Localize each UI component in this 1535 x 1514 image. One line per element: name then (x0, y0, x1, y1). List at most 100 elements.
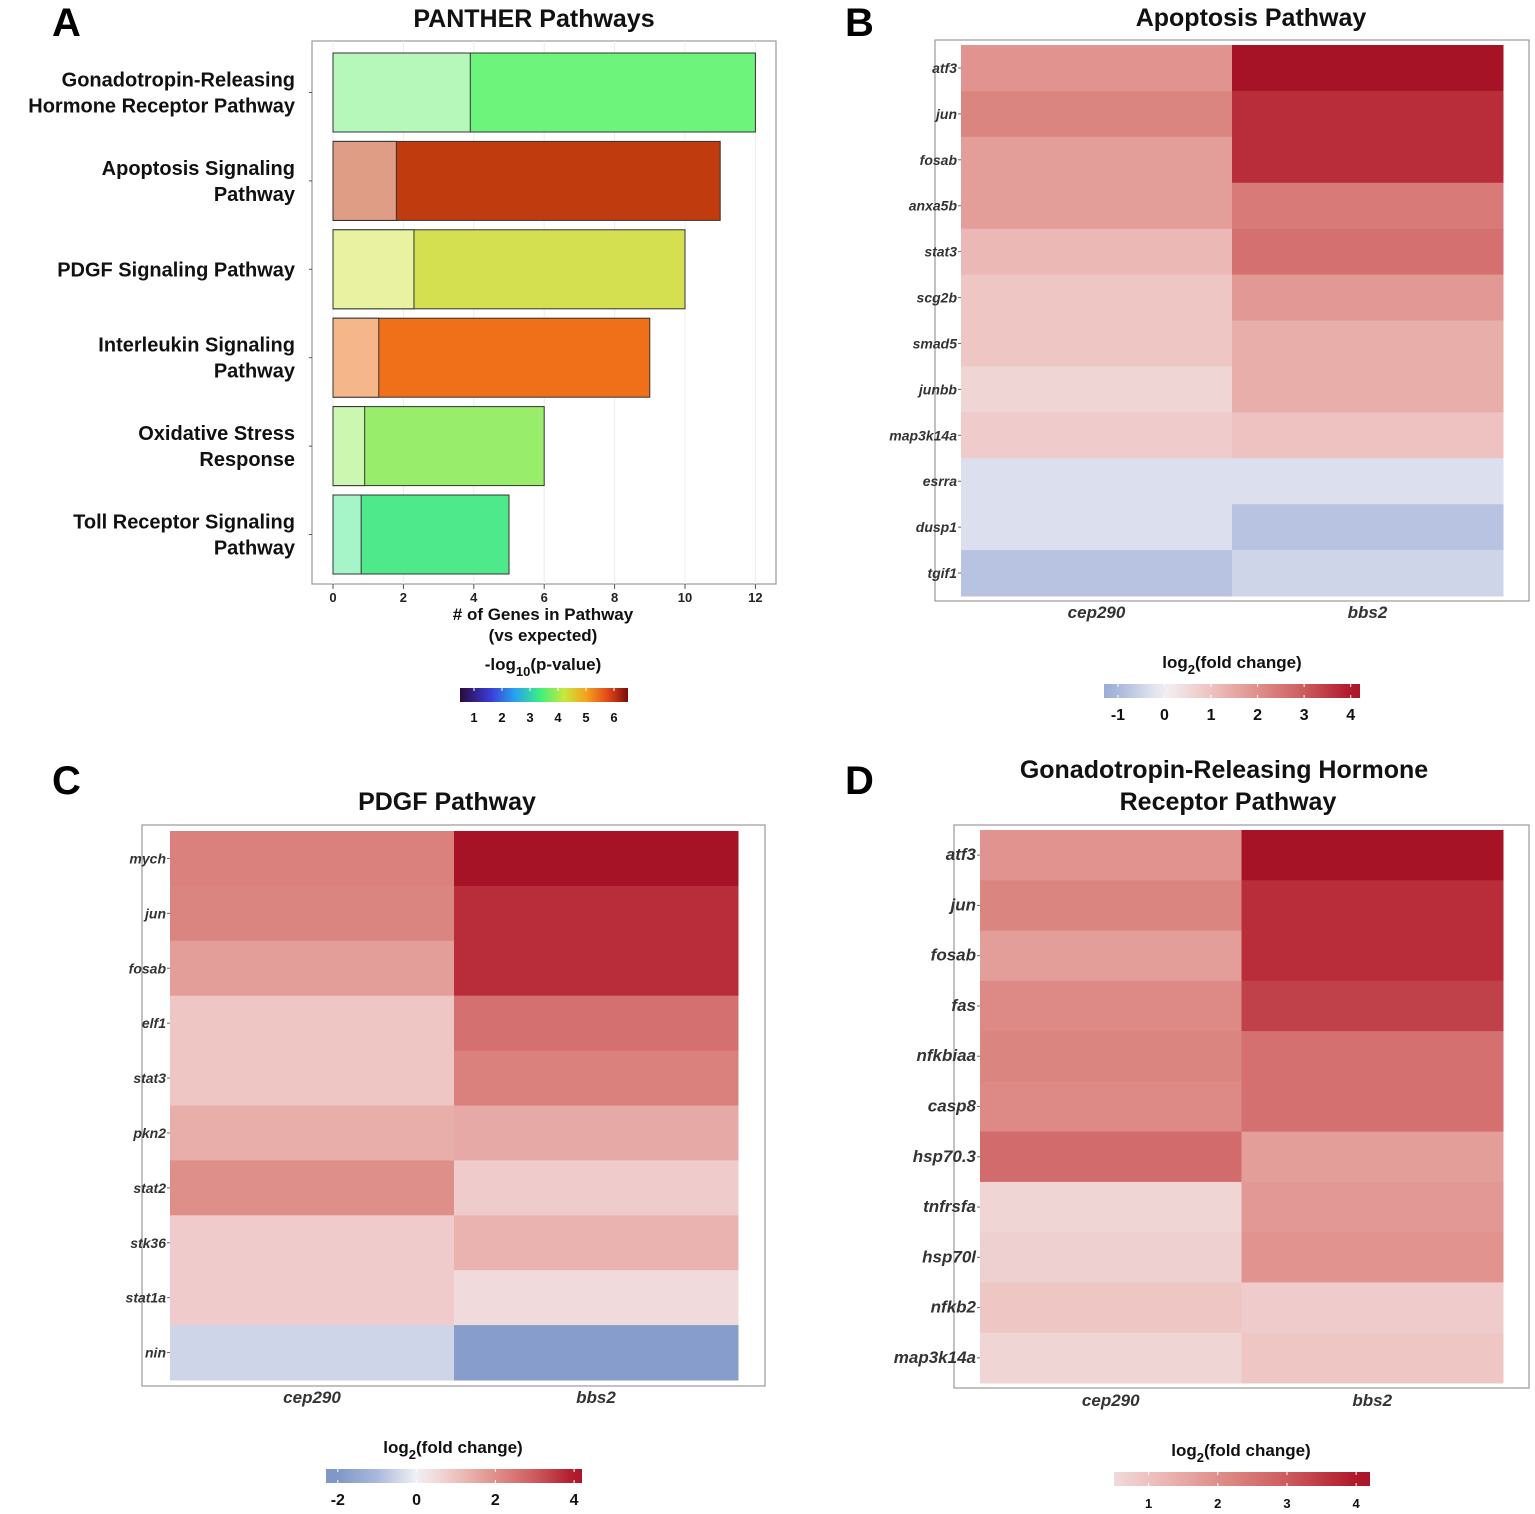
panel-b-cell (961, 458, 1233, 505)
panel-b-row-label: map3k14a (889, 427, 957, 443)
panel-b-cell (1232, 412, 1504, 459)
panel-b-letter: B (845, 1, 874, 45)
panel-b-colorbar-tick-label: 1 (1207, 707, 1216, 724)
panel-a-xlabel-line1: # of Genes in Pathway (453, 605, 634, 624)
panel-c-cell (170, 885, 455, 942)
panel-a-category-label: Hormone Receptor Pathway (28, 96, 296, 118)
panel-d-row-label: map3k14a (894, 1348, 976, 1367)
panel-d-row-label: atf3 (946, 845, 977, 864)
panel-c-heatmap-cells (170, 831, 739, 1381)
panel-b-legend-title-prefix: log (1162, 653, 1188, 672)
panel-c-row-label: fosab (129, 960, 167, 976)
panel-d-column-labels: cep290 bbs2 (1082, 1391, 1393, 1410)
panel-b-cell (1232, 136, 1504, 184)
panel-d-cell (1241, 830, 1504, 881)
panel-d-legend-title-sub: 2 (1197, 1450, 1204, 1465)
panel-b-cell (1232, 504, 1504, 551)
panel-b-colorbar-tick-label: 3 (1300, 707, 1309, 724)
panel-a-category-label: Toll Receptor Signaling (73, 512, 295, 534)
panel-a-bar-observed (332, 494, 510, 575)
panel-c-column-labels: cep290 bbs2 (283, 1388, 616, 1407)
panel-d-cell (1241, 1332, 1504, 1384)
panel-a-colorbar-ticks: 1 2 3 4 5 6 (470, 688, 618, 725)
panel-c-colorbar-tick-label: -2 (331, 1492, 345, 1509)
panel-d-cell (1241, 1081, 1504, 1133)
panel-c-colorbar-tick-label: 4 (570, 1492, 579, 1509)
panel-a-colorbar-tick-label: 1 (470, 710, 477, 725)
panel-a-category-label: PDGF Signaling Pathway (57, 259, 296, 281)
panel-a-colorbar (460, 688, 628, 702)
panel-b-row-label: jun (934, 106, 957, 122)
panel-a-x-tick-label: 10 (678, 590, 692, 605)
panel-b-colorbar-gradient (1104, 684, 1360, 698)
panel-d-column-label: cep290 (1082, 1391, 1140, 1410)
panel-c-cell (170, 831, 455, 887)
panel-d-row-label: nfkbiaa (916, 1046, 976, 1065)
panel-d-heatmap-cells (980, 830, 1504, 1384)
panel-d-row-label: fas (951, 996, 976, 1015)
panel-d-cell (1241, 1282, 1504, 1334)
panel-a-x-tick-label: 4 (470, 590, 478, 605)
panel-a-bar-expected (332, 140, 397, 221)
panel-c-cell (454, 1160, 739, 1216)
panel-a-bar-expected (332, 52, 471, 133)
panel-b-cell (1232, 90, 1504, 138)
panel-c-colorbar-tick-label: 0 (412, 1492, 421, 1509)
panel-b-cell (1232, 182, 1504, 230)
panel-a-colorbar-tick-label: 4 (554, 710, 562, 725)
panel-b-row-label: anxa5b (909, 198, 958, 214)
panel-d-cell (1241, 880, 1504, 932)
panel-d-legend-title-prefix: log (1171, 1441, 1197, 1460)
panel-b-cell (961, 182, 1233, 230)
panel-d-cell (1241, 980, 1504, 1032)
panel-d-title-line2: Receptor Pathway (1120, 788, 1337, 816)
panel-a-bars (332, 52, 756, 575)
panel-b-row-label: scg2b (917, 290, 958, 306)
panel-a-category-label: Response (199, 449, 295, 471)
panel-b-legend-title: log2(fold change) (1162, 653, 1301, 677)
panel-a-legend-title-sub: 10 (516, 664, 530, 679)
panel-b-cell (1232, 458, 1504, 505)
panel-d: D Gonadotropin-Releasing Hormone Recepto… (845, 756, 1530, 1511)
panel-b-cell (961, 274, 1233, 321)
panel-c-cell (454, 1050, 739, 1106)
panel-b-cell (1232, 45, 1504, 92)
panel-b-column-label: bbs2 (1348, 603, 1388, 622)
panel-d-cell (980, 830, 1242, 881)
panel-b-row-label: junbb (917, 381, 958, 397)
panel-a-bar-observed (332, 317, 651, 398)
panel-c-row-labels: mych jun fosab elf1 stat3 pkn2 stat2 stk36 stat1… (126, 850, 170, 1361)
panel-a-colorbar-tick-label: 5 (582, 710, 589, 725)
panel-a-bar-expected (332, 229, 415, 310)
panel-b-cell (961, 320, 1233, 367)
panel-d-cell (980, 980, 1242, 1032)
panel-a-x-tick-label: 6 (541, 590, 548, 605)
panel-a-x-ticks: 0 2 4 6 8 10 12 (329, 584, 763, 605)
panel-d-row-label: hsp70.3 (913, 1147, 977, 1166)
panel-c-column-label: cep290 (283, 1388, 341, 1407)
panel-c-row-label: elf1 (142, 1015, 166, 1031)
panel-b-cell (961, 366, 1233, 413)
panel-b-legend-title-suffix: (fold change) (1195, 653, 1302, 672)
panel-c-cell (170, 1215, 455, 1271)
panel-b-column-label: cep290 (1068, 603, 1126, 622)
panel-b-cell (961, 228, 1233, 276)
panel-a-colorbar-tick-label: 6 (610, 710, 617, 725)
panel-c-cell (454, 1105, 739, 1161)
panel-c-cell (170, 1160, 455, 1216)
panel-b-cell (1232, 274, 1504, 321)
panel-b-cell (1232, 228, 1504, 276)
panel-c-cell (170, 995, 455, 1052)
panel-c-colorbar-gradient (326, 1469, 582, 1483)
panel-b-legend-title-sub: 2 (1188, 662, 1195, 677)
panel-b-cell (1232, 366, 1504, 413)
panel-b-row-label: smad5 (913, 335, 958, 351)
panel-c-row-label: pkn2 (132, 1125, 166, 1141)
panel-d-row-labels: atf3 jun fosab fas nfkbiaa casp8 hsp70.3 tnfrsf… (894, 845, 980, 1367)
panel-d-cell (1241, 1232, 1504, 1283)
panel-d-colorbar-tick-label: 3 (1283, 1496, 1290, 1511)
panel-b-cell (961, 136, 1233, 184)
panel-d-cell (1241, 1181, 1504, 1233)
panel-b-cell (961, 550, 1233, 597)
